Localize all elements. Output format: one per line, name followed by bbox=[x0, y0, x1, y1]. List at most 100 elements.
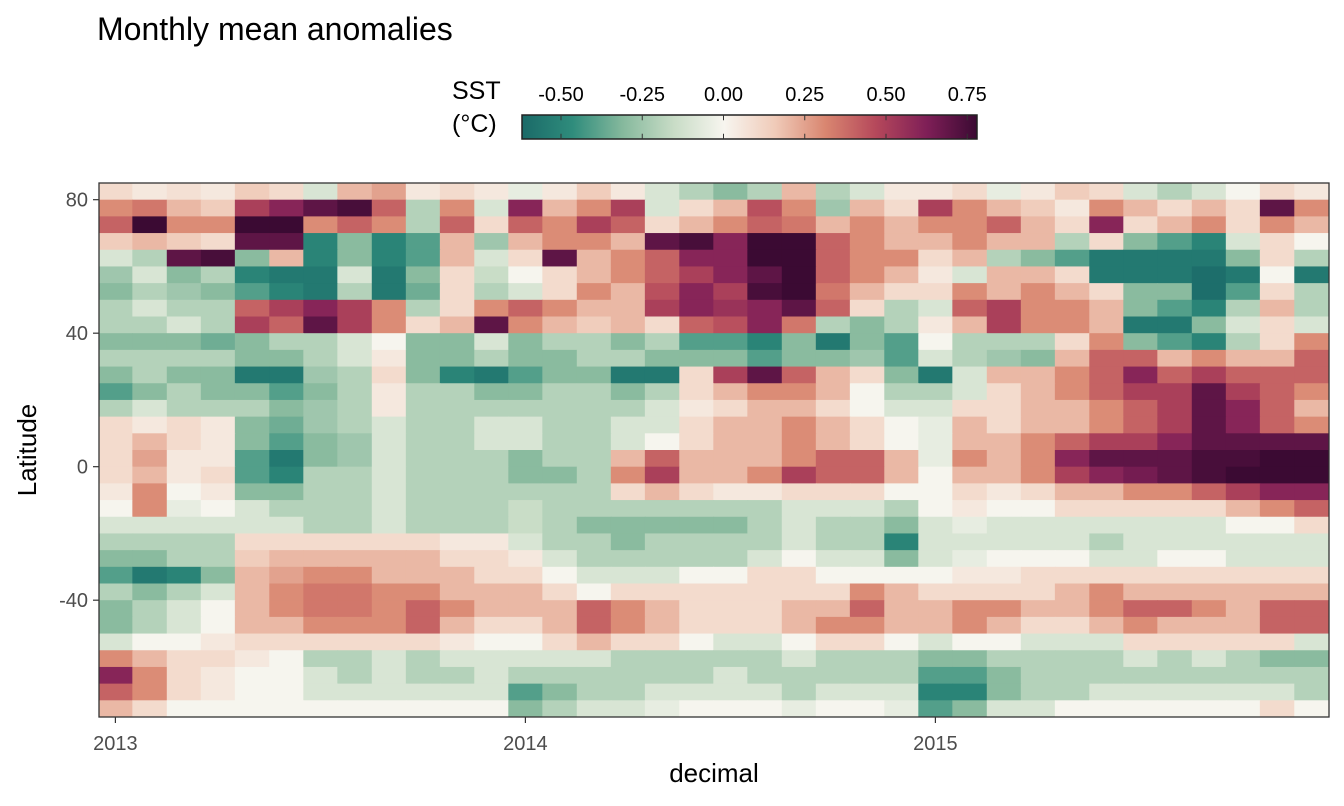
heatmap-cell bbox=[99, 183, 134, 201]
heatmap-cell bbox=[679, 249, 715, 268]
heatmap-cell bbox=[1157, 550, 1193, 568]
heatmap-cell bbox=[644, 550, 680, 568]
heatmap-cell bbox=[747, 650, 783, 668]
heatmap-cell bbox=[747, 466, 783, 484]
heatmap-cell bbox=[200, 683, 236, 701]
heatmap-cell bbox=[99, 550, 134, 568]
heatmap-cell bbox=[1054, 616, 1090, 635]
heatmap-cell bbox=[679, 550, 715, 568]
heatmap-cell bbox=[439, 316, 475, 334]
heatmap-cell bbox=[200, 533, 236, 551]
heatmap-cell bbox=[337, 616, 373, 635]
heatmap-cell bbox=[542, 650, 578, 668]
heatmap-cell bbox=[781, 416, 817, 434]
heatmap-cell bbox=[371, 433, 407, 451]
heatmap-cell bbox=[1157, 566, 1193, 585]
heatmap-cell bbox=[644, 333, 680, 351]
heatmap-cell bbox=[849, 500, 885, 518]
heatmap-cell bbox=[405, 183, 441, 201]
heatmap-cell bbox=[405, 233, 441, 251]
heatmap-cell bbox=[1123, 600, 1159, 618]
heatmap-cell bbox=[200, 199, 236, 217]
heatmap-cell bbox=[99, 633, 134, 651]
heatmap-cell bbox=[1054, 600, 1090, 618]
heatmap-cell bbox=[439, 516, 475, 535]
heatmap-cell bbox=[610, 450, 646, 468]
heatmap-cell bbox=[1157, 600, 1193, 618]
heatmap-cell bbox=[884, 433, 920, 451]
heatmap-cell bbox=[1089, 399, 1125, 418]
heatmap-cell bbox=[576, 266, 612, 284]
heatmap-cell bbox=[713, 216, 749, 234]
heatmap-cell bbox=[439, 216, 475, 234]
heatmap-cell bbox=[234, 500, 270, 518]
heatmap-cell bbox=[884, 233, 920, 251]
heatmap-cell bbox=[952, 199, 988, 217]
heatmap-cell bbox=[166, 566, 202, 585]
heatmap-cell bbox=[1225, 666, 1261, 685]
heatmap-cell bbox=[303, 466, 339, 484]
heatmap-cell bbox=[1191, 650, 1227, 668]
heatmap-cell bbox=[405, 399, 441, 418]
heatmap-cell bbox=[576, 450, 612, 468]
heatmap-cell bbox=[781, 283, 817, 301]
heatmap-cell bbox=[679, 516, 715, 535]
heatmap-cell bbox=[269, 550, 305, 568]
heatmap-cell bbox=[1191, 466, 1227, 484]
heatmap-cell bbox=[234, 450, 270, 468]
heatmap-cell bbox=[99, 399, 134, 418]
heatmap-cell bbox=[576, 233, 612, 251]
heatmap-cell bbox=[1157, 216, 1193, 234]
heatmap-cell bbox=[713, 433, 749, 451]
heatmap-cell bbox=[610, 183, 646, 201]
heatmap-cell bbox=[371, 383, 407, 401]
heatmap-cell bbox=[1157, 349, 1193, 368]
heatmap-cell bbox=[610, 483, 646, 501]
heatmap-cell bbox=[576, 283, 612, 301]
heatmap-cell bbox=[952, 366, 988, 384]
heatmap-cell bbox=[337, 450, 373, 468]
heatmap-cell bbox=[952, 516, 988, 535]
heatmap-cell bbox=[405, 700, 441, 717]
heatmap-cell bbox=[1294, 550, 1329, 568]
heatmap-cell bbox=[1020, 233, 1056, 251]
heatmap-cell bbox=[1054, 683, 1090, 701]
heatmap-cell bbox=[1157, 416, 1193, 434]
heatmap-cell bbox=[747, 383, 783, 401]
heatmap-cell bbox=[815, 666, 851, 685]
heatmap-cell bbox=[713, 183, 749, 201]
heatmap-cell bbox=[542, 349, 578, 368]
heatmap-cell bbox=[952, 483, 988, 501]
heatmap-cell bbox=[713, 283, 749, 301]
heatmap-cell bbox=[508, 550, 544, 568]
x-tick-label: 2014 bbox=[503, 733, 548, 755]
heatmap-cell bbox=[200, 366, 236, 384]
heatmap-cell bbox=[576, 399, 612, 418]
heatmap-cell bbox=[576, 383, 612, 401]
heatmap-cell bbox=[884, 583, 920, 601]
heatmap-cell bbox=[918, 283, 954, 301]
heatmap-cell bbox=[713, 233, 749, 251]
heatmap-cell bbox=[542, 533, 578, 551]
heatmap-cell bbox=[166, 333, 202, 351]
heatmap-cell bbox=[1054, 383, 1090, 401]
heatmap-cell bbox=[1054, 450, 1090, 468]
heatmap-cell bbox=[884, 349, 920, 368]
heatmap-cell bbox=[1191, 450, 1227, 468]
heatmap-cell bbox=[303, 566, 339, 585]
heatmap-cell bbox=[1089, 483, 1125, 501]
heatmap-cell bbox=[1225, 616, 1261, 635]
heatmap-cell bbox=[815, 650, 851, 668]
heatmap-cell bbox=[1294, 700, 1329, 717]
heatmap-cell bbox=[849, 249, 885, 268]
heatmap-cell bbox=[99, 416, 134, 434]
heatmap-cell bbox=[1191, 533, 1227, 551]
heatmap-cell bbox=[132, 550, 168, 568]
heatmap-cell bbox=[1191, 666, 1227, 685]
heatmap-cell bbox=[269, 450, 305, 468]
heatmap-cell bbox=[610, 283, 646, 301]
heatmap-cell bbox=[986, 266, 1022, 284]
heatmap-cell bbox=[1259, 216, 1295, 234]
heatmap-cell bbox=[576, 666, 612, 685]
